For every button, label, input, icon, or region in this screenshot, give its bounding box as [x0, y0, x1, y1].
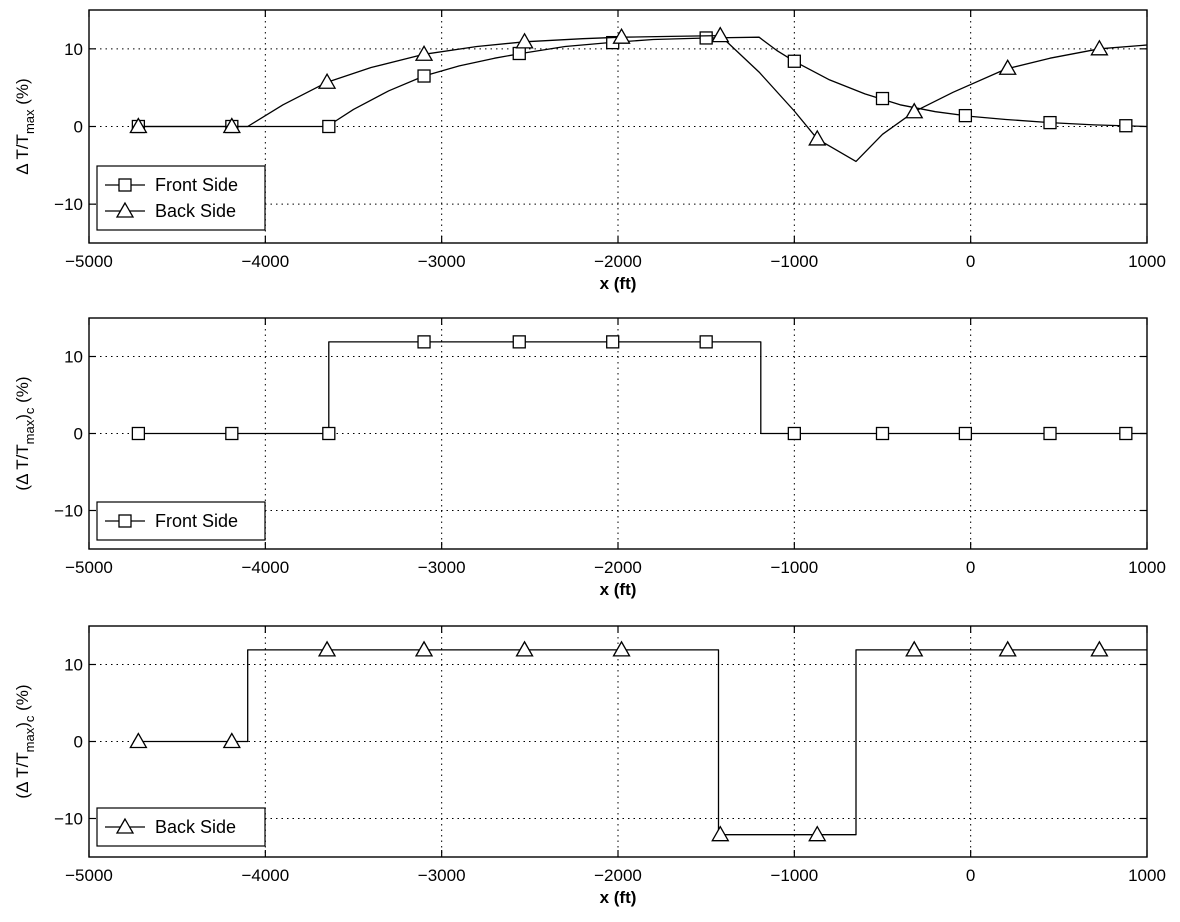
x-tick-label: −2000: [594, 252, 642, 271]
y-tick-label: −10: [54, 195, 83, 214]
x-tick-label: −3000: [418, 866, 466, 885]
data-point-square: [875, 91, 890, 106]
y-tick-label: −10: [54, 810, 83, 829]
y-tick-label: 0: [74, 733, 83, 752]
data-point-triangle: [317, 640, 337, 657]
data-point-square: [958, 108, 973, 123]
y-axis-label: (Δ T/Tmax)c (%): [13, 376, 37, 490]
series-line-back-side: [133, 649, 1147, 836]
legend-box: [96, 165, 266, 231]
data-point-triangle: [222, 732, 241, 749]
x-tick-label: −2000: [594, 558, 642, 577]
x-tick-label: −4000: [241, 252, 289, 271]
data-point-triangle: [414, 44, 434, 61]
y-tick-label: 0: [74, 118, 83, 137]
y-tick-label: −10: [54, 502, 83, 521]
x-tick-label: 0: [966, 252, 975, 271]
x-tick-label: 1000: [1128, 252, 1166, 271]
data-point-triangle: [711, 26, 730, 43]
plot-panel-2: −5000 −4000 −3000 −2000 −1000 0 1000 −10 0 10 x (f…: [13, 317, 1166, 599]
data-point-square: [131, 426, 146, 441]
y-axis-label: Δ T/Tmax (%): [13, 78, 37, 174]
data-point-triangle: [414, 640, 434, 657]
legend-marker-triangle: [115, 201, 135, 218]
data-point-triangle: [905, 640, 924, 657]
data-point-square: [787, 54, 801, 68]
data-point-square: [512, 46, 526, 61]
x-tick-label: 1000: [1128, 558, 1166, 577]
legend-marker-triangle: [115, 817, 135, 834]
y-tick-label: 10: [64, 40, 83, 59]
x-tick-label: −1000: [770, 866, 818, 885]
x-tick-label: −5000: [65, 558, 113, 577]
data-point-square: [699, 335, 713, 349]
x-tick-label: −3000: [418, 558, 466, 577]
data-point-triangle: [317, 72, 337, 89]
series-line-front-side: [133, 341, 1147, 435]
y-tick-label: 0: [74, 425, 83, 444]
x-tick-label: −1000: [770, 558, 818, 577]
x-tick-label: 0: [966, 558, 975, 577]
legend-label: Front Side: [155, 175, 238, 195]
data-point-triangle: [1090, 39, 1109, 56]
legend-label: Back Side: [155, 817, 236, 837]
legend-marker-square: [118, 514, 132, 528]
data-point-square: [417, 335, 431, 349]
data-point-triangle: [612, 27, 631, 44]
data-point-square: [322, 119, 336, 134]
series-line-back-side: [133, 34, 1148, 163]
data-point-triangle: [612, 640, 631, 657]
legend: Back Side: [96, 807, 266, 847]
plot-panel-1: −5000 −4000 −3000 −2000 −1000 0 1000 −10 0 10 x (f…: [13, 9, 1166, 293]
data-point-square: [1043, 426, 1057, 441]
data-point-square: [1119, 119, 1133, 133]
y-axis-label: (Δ T/Tmax)c (%): [13, 684, 37, 798]
data-point-square: [1043, 115, 1057, 130]
data-point-square: [958, 426, 973, 441]
data-point-triangle: [515, 640, 534, 657]
data-point-triangle: [905, 102, 924, 119]
legend-label: Back Side: [155, 201, 236, 221]
legend-marker-square: [118, 178, 132, 192]
data-point-square: [512, 335, 526, 349]
x-tick-label: −4000: [241, 558, 289, 577]
data-point-square: [417, 69, 431, 83]
data-point-triangle: [711, 825, 730, 842]
x-tick-label: −2000: [594, 866, 642, 885]
data-point-triangle: [222, 117, 241, 134]
data-point-square: [225, 426, 239, 441]
series-line-front-side: [133, 36, 1148, 128]
data-point-triangle: [129, 117, 148, 134]
data-point-square: [1119, 426, 1133, 441]
x-tick-label: 0: [966, 866, 975, 885]
data-point-square: [699, 31, 713, 45]
data-point-triangle: [515, 32, 534, 49]
x-axis-label: x (ft): [600, 580, 637, 599]
data-point-square: [787, 426, 801, 441]
x-tick-label: −5000: [65, 252, 113, 271]
x-tick-label: −4000: [241, 866, 289, 885]
x-tick-label: −1000: [770, 252, 818, 271]
y-tick-label: 10: [64, 656, 83, 675]
x-tick-label: −3000: [418, 252, 466, 271]
x-tick-label: 1000: [1128, 866, 1166, 885]
data-point-triangle: [808, 825, 827, 842]
x-axis-label: x (ft): [600, 274, 637, 293]
x-axis-label: x (ft): [600, 888, 637, 907]
data-point-triangle: [129, 732, 148, 749]
data-point-square: [606, 335, 620, 349]
data-point-square: [875, 426, 890, 441]
y-tick-label: 10: [64, 348, 83, 367]
legend-label: Front Side: [155, 511, 238, 531]
data-point-triangle: [1090, 640, 1109, 657]
data-point-triangle: [808, 129, 827, 146]
plot-panel-3: −5000 −4000 −3000 −2000 −1000 0 1000 −10 0 10 x (f…: [13, 625, 1166, 907]
x-tick-label: −5000: [65, 866, 113, 885]
legend: Front Side Back Side: [96, 165, 266, 231]
data-point-triangle: [998, 58, 1017, 75]
legend: Front Side: [96, 501, 266, 541]
data-point-triangle: [998, 640, 1017, 657]
data-point-square: [322, 426, 336, 441]
